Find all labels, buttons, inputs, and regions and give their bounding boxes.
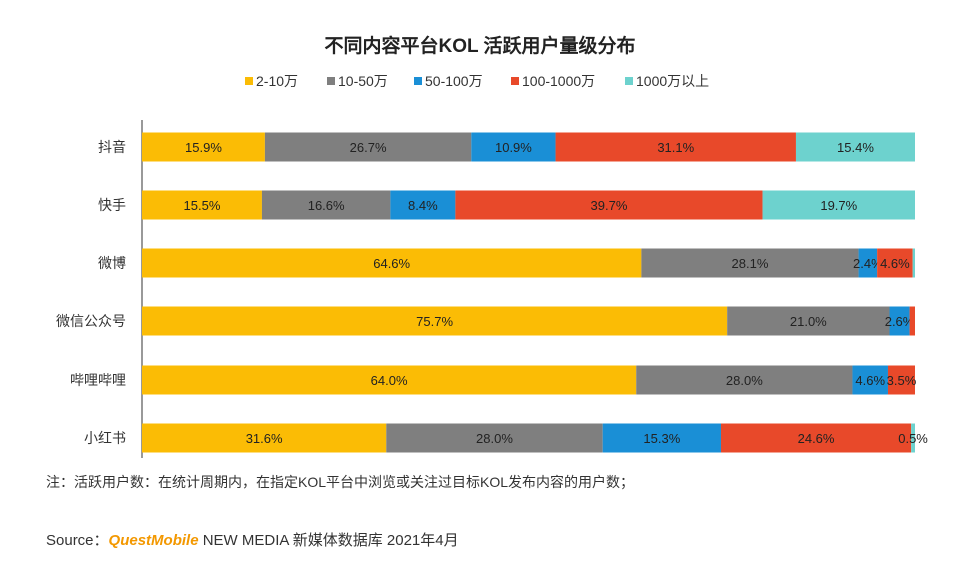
bar-segment-3-3 — [909, 306, 915, 336]
legend-label-2: 50-100万 — [425, 73, 483, 89]
legend-swatch-3 — [511, 77, 519, 85]
bar-segment-1-4 — [762, 190, 915, 220]
legend-label-0: 2-10万 — [256, 73, 298, 89]
bar-segment-5-4 — [911, 423, 915, 453]
category-label-2: 微博 — [98, 255, 126, 271]
bar-segment-1-3 — [455, 190, 763, 220]
source-line: Source：QuestMobile NEW MEDIA 新媒体数据库 2021… — [46, 529, 459, 550]
category-label-4: 哔哩哔哩 — [70, 372, 126, 388]
chart: 不同内容平台KOL 活跃用户量级分布 2-10万 10-50万 50-100万 100… — [56, 34, 928, 458]
category-label-1: 快手 — [98, 197, 126, 213]
data-label-5-3: 24.6% — [798, 431, 835, 446]
bar-segment-2-0 — [142, 248, 642, 278]
bar-segment-3-2 — [889, 306, 910, 336]
legend-swatch-4 — [625, 77, 633, 85]
bar-segment-1-2 — [390, 190, 456, 220]
data-label-0-0: 15.9% — [185, 140, 222, 155]
legend: 2-10万 10-50万 50-100万 100-1000万 1000万以上 — [245, 73, 709, 89]
data-label-1-3: 39.7% — [591, 198, 628, 213]
bars: 抖音 15.9% 26.7% 10.9% 31.1% 15.4% 快手 15.5% 16.6% 8… — [56, 132, 928, 453]
bar-segment-5-2 — [602, 423, 721, 453]
data-label-2-1: 28.1% — [732, 256, 769, 271]
data-label-3-1: 21.0% — [790, 314, 827, 329]
footnote: 注：活跃用户数：在统计周期内，在指定KOL平台中浏览或关注过目标KOL发布内容的… — [46, 474, 635, 490]
bar-segment-0-1 — [264, 132, 472, 162]
data-label-3-0: 75.7% — [416, 314, 453, 329]
legend-label-3: 100-1000万 — [522, 73, 595, 89]
data-label-3-2: 2.6% — [885, 314, 915, 329]
bar-segment-2-3 — [877, 248, 913, 278]
data-label-0-4: 15.4% — [837, 140, 874, 155]
data-label-2-2: 2.4% — [853, 256, 883, 271]
bar-segment-3-1 — [727, 306, 890, 336]
bar-segment-2-4 — [912, 248, 915, 278]
data-label-0-1: 26.7% — [350, 140, 387, 155]
bar-segment-1-1 — [261, 190, 391, 220]
data-label-5-2: 15.3% — [643, 431, 680, 446]
data-label-5-0: 31.6% — [246, 431, 283, 446]
legend-swatch-2 — [414, 77, 422, 85]
legend-label-4: 1000万以上 — [636, 73, 709, 89]
data-label-4-0: 64.0% — [371, 373, 408, 388]
bar-segment-1-0 — [142, 190, 262, 220]
bar-segment-2-1 — [641, 248, 859, 278]
data-label-5-4: 0.5% — [898, 431, 928, 446]
data-label-1-4: 19.7% — [820, 198, 857, 213]
bar-segment-4-3 — [887, 365, 915, 395]
bar-segment-4-2 — [852, 365, 888, 395]
source-prefix: Source： — [46, 532, 109, 549]
bar-segment-0-0 — [142, 132, 265, 162]
data-label-4-1: 28.0% — [726, 373, 763, 388]
legend-label-1: 10-50万 — [338, 73, 388, 89]
category-label-5: 小红书 — [84, 430, 126, 446]
bar-segment-0-3 — [555, 132, 796, 162]
bar-segment-4-0 — [142, 365, 637, 395]
bar-segment-3-0 — [142, 306, 728, 336]
data-label-4-2: 4.6% — [855, 373, 885, 388]
bar-segment-0-4 — [795, 132, 915, 162]
category-label-3: 微信公众号 — [56, 313, 126, 329]
category-label-0: 抖音 — [98, 139, 126, 155]
bar-segment-2-2 — [858, 248, 878, 278]
chart-title: 不同内容平台KOL 活跃用户量级分布 — [324, 34, 635, 57]
data-label-4-3: 3.5% — [887, 373, 917, 388]
data-label-1-0: 15.5% — [184, 198, 221, 213]
bar-segment-5-0 — [142, 423, 387, 453]
source-brand-logo: QuestMobile — [108, 532, 199, 549]
data-label-0-3: 31.1% — [657, 140, 694, 155]
legend-swatch-0 — [245, 77, 253, 85]
source-rest: NEW MEDIA 新媒体数据库 2021年4月 — [198, 532, 459, 549]
data-label-5-1: 28.0% — [476, 431, 513, 446]
legend-swatch-1 — [327, 77, 335, 85]
bar-segment-4-1 — [636, 365, 853, 395]
data-label-2-3: 4.6% — [880, 256, 910, 271]
bar-segment-5-3 — [720, 423, 912, 453]
data-label-2-0: 64.6% — [373, 256, 410, 271]
bar-segment-5-1 — [386, 423, 603, 453]
data-label-1-2: 8.4% — [408, 198, 438, 213]
bar-segment-0-2 — [471, 132, 556, 162]
data-label-1-1: 16.6% — [308, 198, 345, 213]
data-label-0-2: 10.9% — [495, 140, 532, 155]
